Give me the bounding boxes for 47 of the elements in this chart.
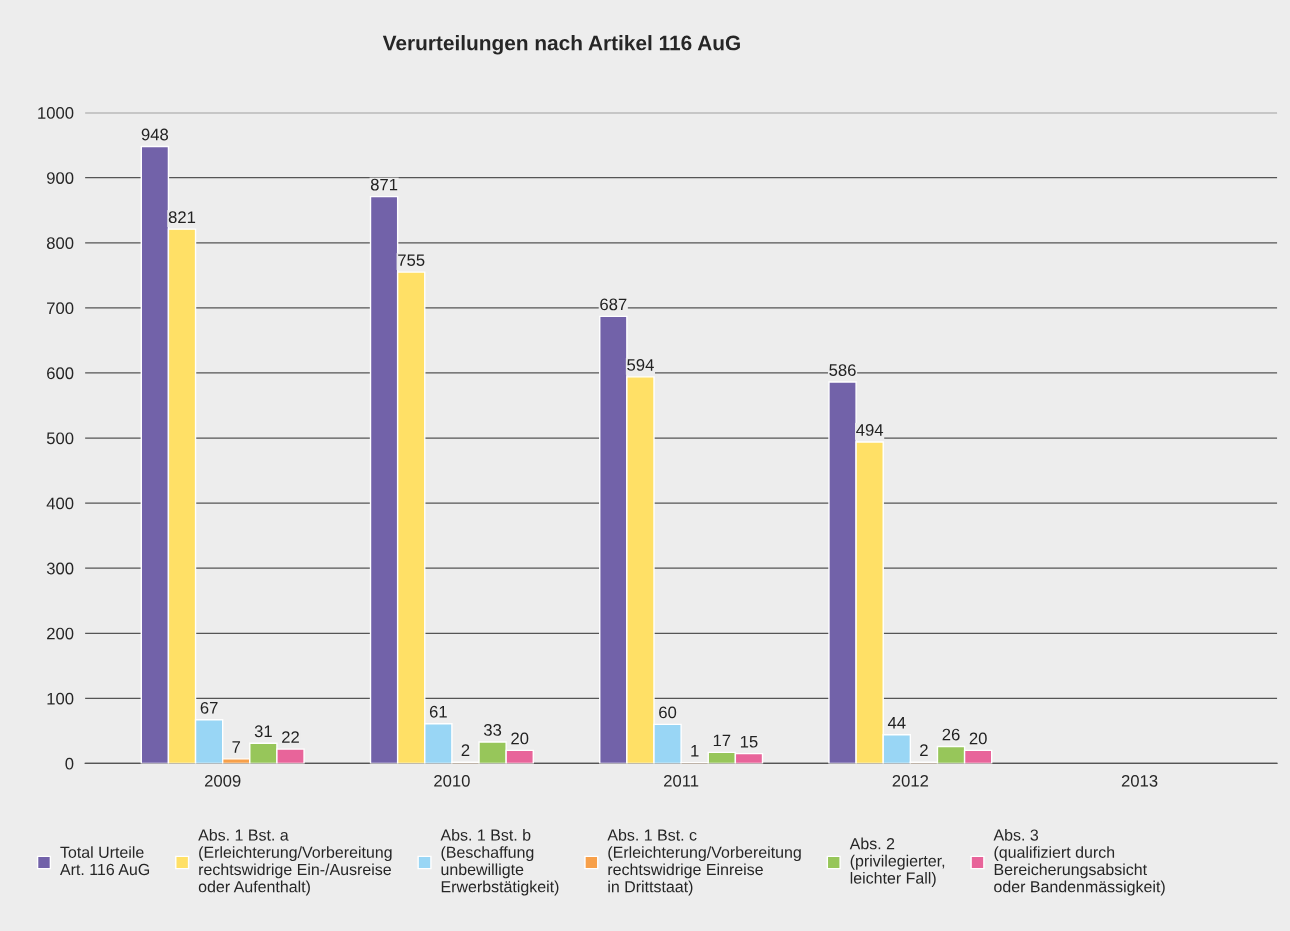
x-tick-label: 2010: [434, 774, 470, 787]
y-tick-label: 300: [46, 562, 74, 575]
x-tick-label: 2009: [204, 774, 241, 787]
y-tick-label: 900: [47, 172, 74, 184]
data-label: 2: [461, 744, 470, 756]
x-tick-label: 2011: [664, 774, 699, 787]
x-tick-label: 2012: [892, 774, 929, 787]
data-label: 871: [370, 178, 398, 191]
data-label: 7: [232, 741, 241, 753]
y-tick-label: 700: [47, 302, 74, 315]
y-tick-label: 100: [47, 692, 74, 705]
legend-label: Abs. 3 (qualifiziert durch Bereicherungsabsicht oder Bandenmässigkeit): [993, 829, 1165, 896]
data-label: 17: [713, 734, 731, 747]
legend-label: Abs. 1 Bst. b (Beschaffung unbewilligte Erwerbstätigkeit): [440, 829, 559, 896]
y-tick-label: 1000: [38, 107, 74, 119]
data-label: 755: [398, 254, 425, 267]
y-tick-label: 0: [65, 757, 74, 770]
data-label: 687: [600, 298, 627, 311]
data-label: 2: [920, 744, 928, 756]
data-label: 31: [254, 725, 272, 738]
legend-label: Total Urteile Art. 116 AuG: [59, 846, 150, 876]
legend-label: Abs. 1 Bst. c (Erleichterung/Vorbereitung rechtswidrige Einreise in Drittstaat): [607, 829, 801, 896]
data-label: 821: [168, 211, 196, 224]
data-label: 22: [282, 731, 299, 743]
y-tick-label: 500: [46, 432, 74, 445]
data-label: 67: [200, 701, 218, 714]
x-tick-label: 2013: [1121, 774, 1158, 787]
legend-label: Abs. 2 (privilegierter, leichter Fall): [849, 837, 945, 887]
data-label: 15: [740, 735, 758, 748]
data-label: 60: [659, 706, 677, 719]
data-label: 20: [969, 732, 987, 745]
y-tick-label: 800: [46, 237, 74, 250]
y-tick-label: 400: [46, 497, 74, 510]
data-label: 494: [856, 424, 884, 436]
data-label: 948: [141, 128, 169, 141]
data-label: 44: [887, 717, 906, 729]
data-label: 20: [511, 732, 529, 745]
data-label: 26: [942, 728, 960, 741]
data-label: 594: [627, 358, 654, 371]
y-tick-label: 600: [47, 367, 74, 380]
legend-label: Abs. 1 Bst. a (Erleichterung/Vorbereitung rechtswidrige Ein-/Ausreise oder Aufenthalt): [198, 829, 392, 896]
data-label: 61: [429, 705, 447, 718]
data-label: 586: [829, 364, 856, 376]
data-label: 33: [483, 724, 502, 736]
y-tick-label: 200: [47, 627, 74, 640]
chart-title: Verurteilungen nach Artikel 116 AuG: [382, 35, 740, 55]
data-label: 1: [691, 745, 699, 757]
